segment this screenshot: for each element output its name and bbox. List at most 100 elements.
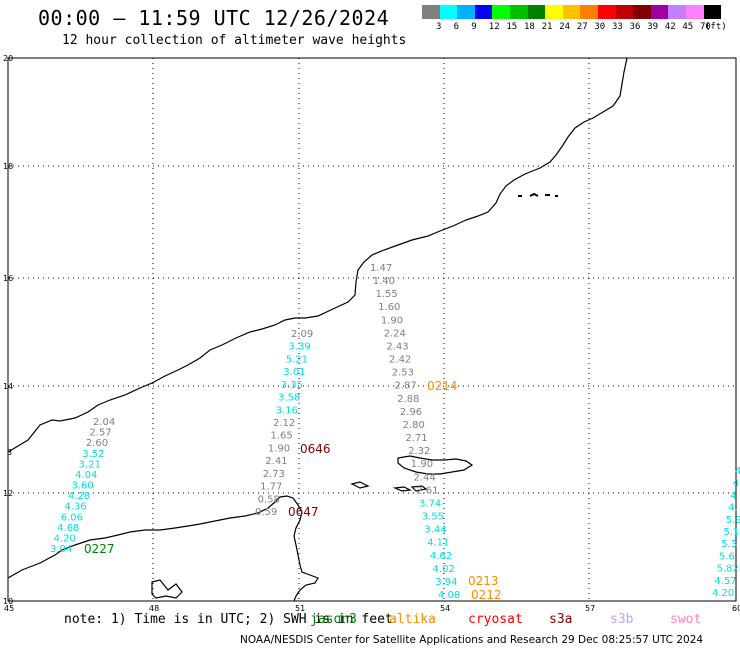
lon-tick-label: 48 [149,604,159,613]
swh-value: 2.41 [265,456,287,467]
colorbar-label: 45 [682,22,694,32]
colorbar-label: 24 [559,22,571,32]
swh-value: 4.11 [427,538,449,549]
swh-value: 4.68 [57,523,79,534]
lon-tick-label: 60 [732,604,740,613]
colorbar-swatch [580,5,598,19]
colorbar-swatch [633,5,651,19]
swh-value: 3.16 [276,405,298,416]
lat-tick-label: 12 [3,489,13,498]
colorbar-label: 18 [524,22,535,32]
swh-value: 2.60 [86,438,108,449]
swh-value: 3.01 [283,367,305,378]
colorbar-label: 42 [664,22,676,32]
arabian-peninsula-coast [7,57,628,453]
somalia-coast [7,495,319,602]
colorbar-swatch [597,5,616,19]
swh-value: 1.90 [381,315,403,326]
swh-value: 2.44 [414,472,436,483]
lat-tick-label: 20 [3,54,13,63]
colorbar-label: 6 [453,22,460,32]
footnote: note: 1) Time is in UTC; 2) SWH is in fe… [64,612,393,627]
swh-value: 3.55 [422,512,444,523]
colorbar-swatch [650,5,669,19]
pass-time-label: 0646 [300,442,331,456]
swh-value: 2.09 [291,329,313,340]
colorbar-swatch [685,5,704,19]
swh-value: 4.28 [68,491,90,502]
socotra-island [397,455,474,475]
colorbar-label: 70 [700,22,711,32]
colorbar-swatch [668,5,686,19]
swh-value: 3.60 [72,481,94,492]
swh-value: 3.35 [281,380,303,391]
colorbar-swatch [492,5,510,19]
altimeter-tracks: 2.042.572.603.523.214.043.604.284.366.06… [50,263,740,602]
swh-value: 4.08 [438,590,460,601]
lon-tick-label: 57 [585,604,595,613]
island-small-3 [410,485,428,492]
lat-tick-label: 18 [3,162,13,171]
swh-value: 3.21 [79,459,101,470]
legend-entry-altika: altika [389,612,436,627]
swh-value: 2.53 [392,368,414,379]
swh-value: 4. [728,503,738,514]
swh-value: 1.40 [373,276,395,287]
coastline [7,57,628,602]
swh-value: 2.96 [400,407,422,418]
swh-value: 2.80 [403,420,425,431]
swh-value: 4.36 [64,502,86,513]
colorbar-label: 12 [488,22,500,32]
map-subtitle: 12 hour collection of altimeter wave hei… [62,33,407,48]
swh-value: 5.9 [726,515,740,526]
legend-entry-jason3: jason3 [310,612,357,627]
swh-value: 2.12 [273,418,295,429]
swh-value: 1.47 [370,263,392,274]
colorbar-label: 9 [471,22,477,32]
colorbar-swatch [474,5,493,19]
pass-time-label: 0212 [471,588,502,602]
swh-value: 1.55 [375,289,397,300]
colorbar-label: 39 [647,22,659,32]
swh-value: 4 [735,466,740,477]
swh-value: 1.90 [268,443,290,454]
swh-value: 5.21 [286,354,308,365]
swh-value: 2.24 [384,328,406,339]
credit-line: NOAA/NESDIS Center for Satellite Applica… [240,634,704,646]
legend-entry-s3b: s3b [610,612,634,627]
swh-value: 4.20 [712,588,734,599]
colorbar-swatch [439,5,458,19]
island-small-1 [350,481,370,489]
swh-value: 1.60 [378,302,400,313]
colorbar [422,5,722,19]
lon-tick-label: 51 [295,604,305,613]
colorbar-swatch [615,5,634,19]
swh-value: 3.04 [50,544,72,555]
colorbar-swatch [422,5,440,19]
edge-label: 3 [7,448,12,457]
swh-value: 5.3 [721,539,737,550]
lon-tick-label: 54 [440,604,450,613]
swh-value: 2.73 [263,469,285,480]
colorbar-swatch [545,5,563,19]
colorbar-swatch [703,5,722,19]
lat-tick-label: 14 [3,382,13,391]
colorbar-swatch [509,5,528,19]
lat-tick-label: 10 [3,597,13,606]
swh-value: 5.82 [717,564,739,575]
swh-value: 3.39 [288,342,310,353]
swh-value: 4 [733,478,739,489]
swh-value: 4.04 [75,470,97,481]
colorbar-swatch [562,5,581,19]
swh-value: 2.43 [386,341,408,352]
colorbar-label: 27 [576,22,588,32]
colorbar-label: 3 [436,22,442,32]
swh-value: 2.61 [416,485,438,496]
lon-tick-label: 45 [4,604,14,613]
legend-entry-cryosat: cryosat [468,612,523,627]
swh-value: 2.57 [89,428,111,439]
swh-value: 3.52 [82,449,104,460]
map-gridlines [8,58,736,601]
colorbar-unit: (ft) [705,22,727,32]
